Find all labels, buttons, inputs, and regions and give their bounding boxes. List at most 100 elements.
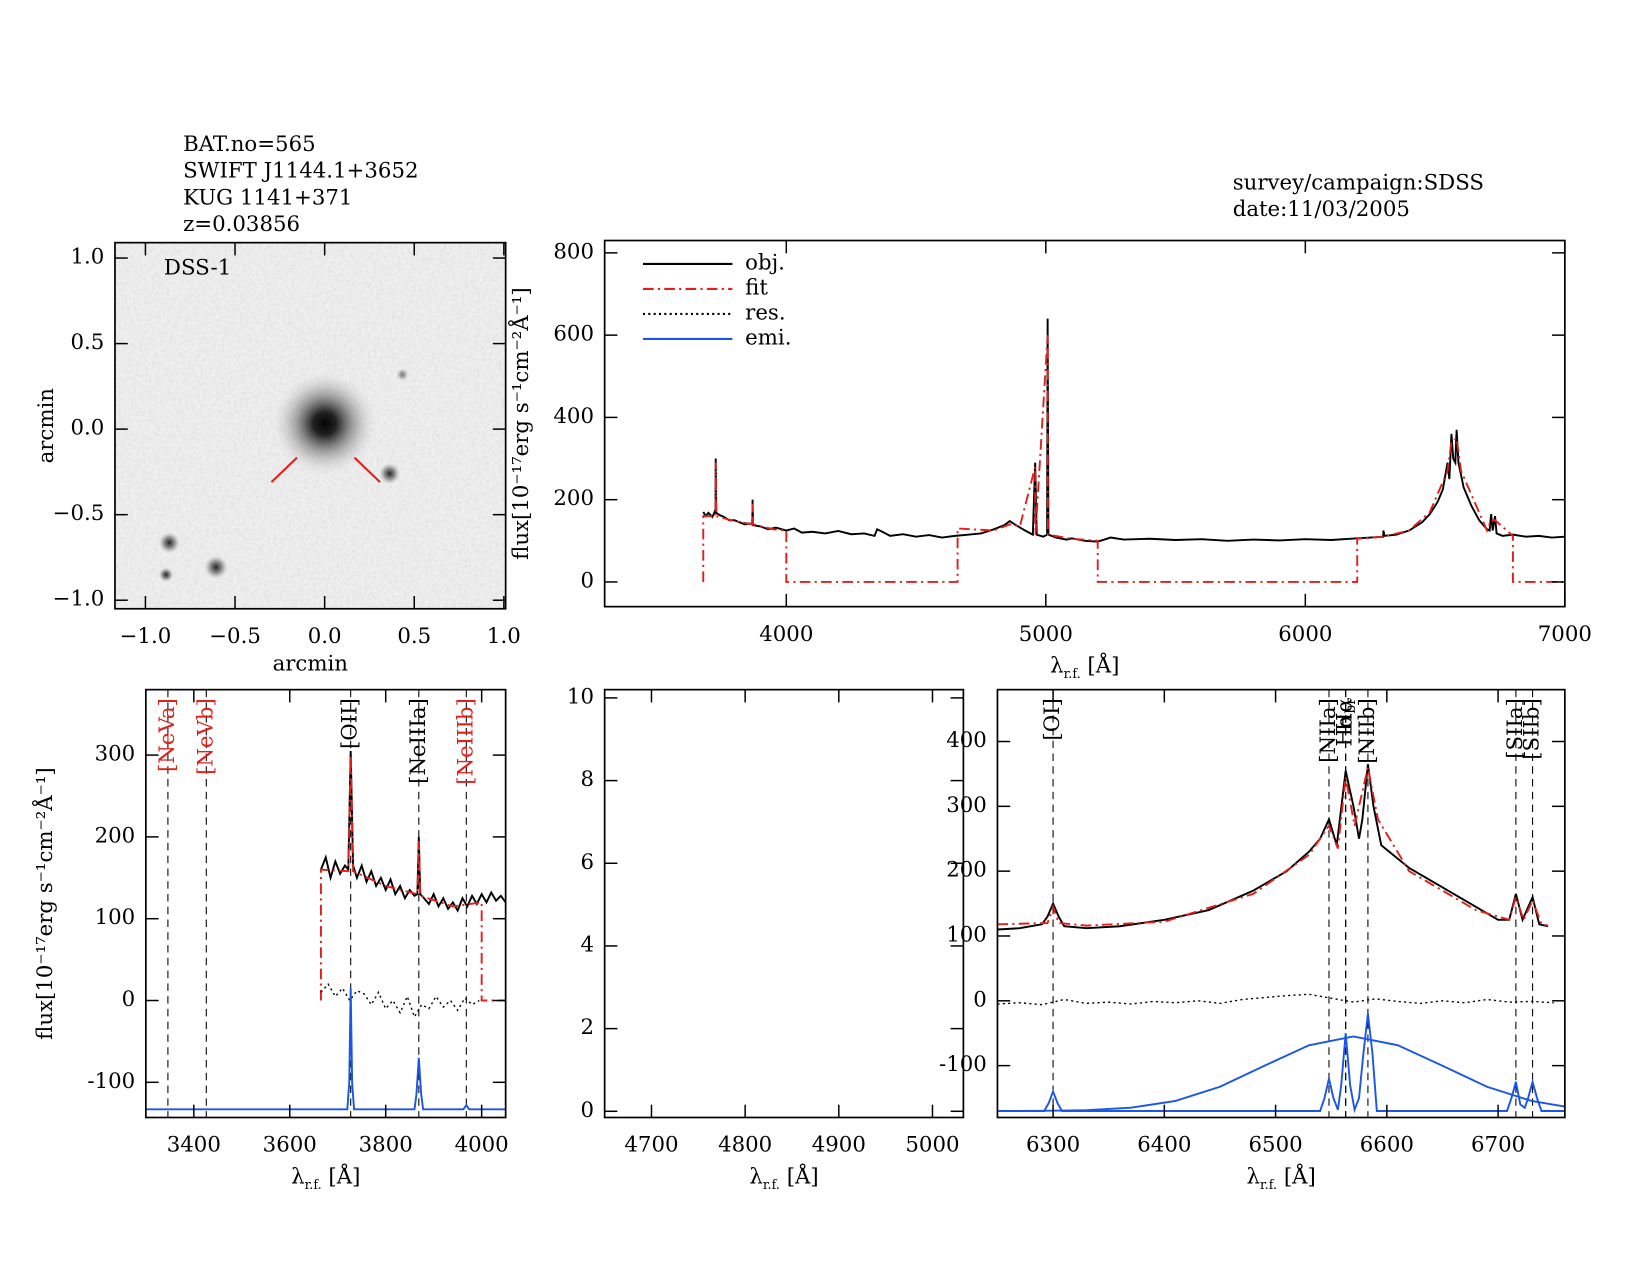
y-tick-label: 300 bbox=[946, 793, 987, 818]
marker-label-text: [NeIIIa] bbox=[405, 698, 430, 784]
marker-label: [NeVb] bbox=[193, 698, 218, 775]
marker-label-text: [OI] bbox=[1040, 698, 1065, 740]
panel: 4700 4800 4900 5000 0 2 4 6 8 10 λr.f. [Å] bbox=[567, 684, 965, 1193]
source bbox=[158, 567, 174, 583]
x-tick-label: 6700 bbox=[1471, 1133, 1525, 1158]
y-tick-label: 0.0 bbox=[70, 416, 104, 441]
x-axis-label: λr.f. [Å] bbox=[1246, 1163, 1315, 1192]
x-tick-label: 4900 bbox=[812, 1133, 866, 1158]
x-axis-label-part: [Å] bbox=[1277, 1163, 1316, 1189]
x-tick-label: 4800 bbox=[718, 1133, 772, 1158]
x-tick-label: 3800 bbox=[359, 1133, 413, 1158]
y-tick-label: 200 bbox=[946, 858, 987, 883]
y-tick-label: −1.0 bbox=[53, 587, 105, 612]
x-axis-label: λr.f. [Å] bbox=[291, 1163, 360, 1192]
x-tick-label: 6500 bbox=[1249, 1133, 1303, 1158]
x-axis-label-part: [Å] bbox=[322, 1163, 361, 1189]
y-tick-label: 0 bbox=[580, 568, 594, 593]
legend-label: emi. bbox=[745, 325, 791, 350]
header: BAT.no=565 SWIFT J1144.1+3652 KUG 1141+3… bbox=[183, 132, 1484, 237]
plot-area bbox=[702, 318, 1565, 583]
marker-label: Hαbr bbox=[1332, 698, 1359, 747]
y-tick-label: 10 bbox=[567, 684, 594, 709]
y-tick-label: 0 bbox=[122, 987, 136, 1012]
marker-label: [SIIa] bbox=[1502, 698, 1527, 759]
source bbox=[396, 368, 409, 382]
x-tick-label: 5000 bbox=[905, 1133, 959, 1158]
x-axis-label: λr.f. [Å] bbox=[1050, 653, 1119, 682]
y-tick-label: 4 bbox=[580, 932, 594, 957]
y-tick-label: 0 bbox=[973, 987, 987, 1012]
survey: survey/campaign:SDSS bbox=[1233, 170, 1484, 195]
legend-label: fit bbox=[745, 275, 768, 300]
source bbox=[378, 462, 401, 485]
y-tick-label: 0.5 bbox=[70, 330, 104, 355]
source bbox=[158, 532, 180, 554]
x-tick-label: 4700 bbox=[624, 1133, 678, 1158]
plot-area bbox=[997, 689, 1565, 1118]
x-tick-label: 0.5 bbox=[397, 624, 431, 649]
x-tick-label: −1.0 bbox=[120, 624, 172, 649]
x-tick-label: 6300 bbox=[1026, 1133, 1080, 1158]
marker-label: [OII] bbox=[337, 698, 362, 749]
spectrum-line bbox=[145, 988, 506, 1111]
x-tick-label: 1.0 bbox=[487, 624, 521, 649]
marker-label: Hα bbox=[1332, 698, 1357, 731]
header-line: KUG 1141+371 bbox=[183, 185, 352, 210]
y-tick-label: −0.5 bbox=[53, 501, 105, 526]
pointer bbox=[353, 456, 381, 483]
marker-label-text: [NeVb] bbox=[193, 698, 218, 775]
source bbox=[204, 555, 228, 579]
marker-label-text: [SIIa] bbox=[1502, 698, 1527, 759]
marker-label-text: Hα bbox=[1332, 714, 1357, 747]
legend-label: obj. bbox=[745, 250, 785, 275]
x-tick-label: 3600 bbox=[263, 1133, 317, 1158]
y-tick-label: 600 bbox=[553, 322, 594, 347]
x-axis-label-part: λ bbox=[749, 1164, 762, 1189]
x-axis-label-part: r.f. bbox=[763, 1178, 780, 1193]
plot-area bbox=[145, 689, 506, 1118]
marker-label-text: [NeIIIb] bbox=[453, 698, 478, 785]
x-axis-label: λr.f. [Å] bbox=[749, 1163, 818, 1192]
marker-label: [NIIa] bbox=[1315, 698, 1340, 763]
y-axis-label: flux[10⁻¹⁷erg s⁻¹cm⁻²Å⁻¹] bbox=[32, 767, 58, 1040]
target-galaxy bbox=[273, 372, 376, 475]
date: date:11/03/2005 bbox=[1233, 197, 1410, 222]
marker-label-text: [OII] bbox=[337, 698, 362, 749]
x-axis-label: arcmin bbox=[273, 651, 349, 676]
panel: −1.0 −0.5 0.0 0.5 1.0 −1.0 −0.5 0.0 0.5 1.0 DSS-1 a… bbox=[34, 241, 521, 676]
pointer bbox=[270, 456, 298, 483]
y-tick-label: 8 bbox=[580, 767, 594, 792]
axes-frame bbox=[603, 688, 965, 1119]
y-tick-label: -100 bbox=[87, 1069, 135, 1094]
header-line: z=0.03856 bbox=[183, 212, 300, 237]
x-tick-label: 7000 bbox=[1538, 622, 1592, 647]
x-tick-label: 5000 bbox=[1019, 622, 1073, 647]
x-tick-label: 4000 bbox=[759, 622, 813, 647]
x-axis-label-part: [Å] bbox=[780, 1163, 819, 1189]
x-tick-label: 0.0 bbox=[308, 624, 342, 649]
sky-image bbox=[114, 242, 506, 609]
x-tick-label: −0.5 bbox=[209, 624, 261, 649]
header-line: SWIFT J1144.1+3652 bbox=[183, 159, 418, 184]
x-axis-label-part: [Å] bbox=[1081, 653, 1120, 679]
x-tick-label: 6000 bbox=[1278, 622, 1332, 647]
legend-label: res. bbox=[745, 300, 785, 325]
spectrum-line bbox=[319, 755, 506, 1002]
marker-label-text: [NIIa] bbox=[1315, 698, 1340, 763]
spectrum-line bbox=[320, 750, 506, 913]
marker-label: [OI] bbox=[1040, 698, 1065, 740]
x-tick-label: 4000 bbox=[455, 1133, 509, 1158]
x-axis-label-part: r.f. bbox=[305, 1178, 322, 1193]
y-axis-label: flux[10⁻¹⁷erg s⁻¹cm⁻²Å⁻¹] bbox=[508, 287, 534, 560]
axes-frame bbox=[603, 239, 1566, 608]
axes-frame bbox=[114, 241, 507, 610]
y-tick-label: 400 bbox=[553, 404, 594, 429]
axes-frame bbox=[996, 688, 1566, 1119]
marker-label-sub: br bbox=[1343, 698, 1359, 714]
spectrum-line bbox=[702, 335, 1565, 583]
x-axis-label-part: λ bbox=[1246, 1164, 1259, 1189]
y-tick-label: 400 bbox=[946, 728, 987, 753]
